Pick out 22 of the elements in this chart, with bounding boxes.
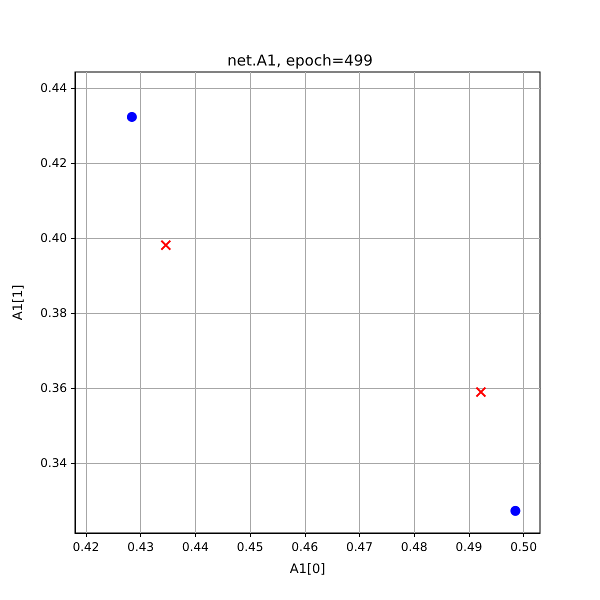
point <box>126 112 137 122</box>
y-tick-label: 0.34 <box>40 456 67 470</box>
x-tick-label: 0.49 <box>456 540 482 554</box>
y-tick-label: 0.40 <box>40 231 67 246</box>
x-tick-label: 0.44 <box>182 540 209 554</box>
x-axis-title: A1[0] <box>290 562 326 577</box>
x-tick-label: 0.46 <box>291 540 318 554</box>
y-tick-label: 0.42 <box>40 156 67 170</box>
x-tick-label: 0.50 <box>510 540 537 554</box>
y-tick-label: 0.36 <box>40 380 67 395</box>
y-tick-label: 0.38 <box>40 306 67 320</box>
chart-title: net.A1, epoch=499 <box>227 52 373 70</box>
x-tick-label: 0.42 <box>72 540 100 554</box>
point <box>510 506 520 516</box>
y-tick-label: 0.44 <box>40 81 67 96</box>
x-tick-label: 0.43 <box>127 540 154 554</box>
x-tick-label: 0.45 <box>236 540 264 554</box>
point <box>475 386 486 398</box>
x-tick-label: 0.48 <box>400 540 428 554</box>
y-axis-title: A1[1] <box>11 284 26 320</box>
x-tick-label: 0.47 <box>346 540 373 554</box>
point <box>160 240 172 251</box>
